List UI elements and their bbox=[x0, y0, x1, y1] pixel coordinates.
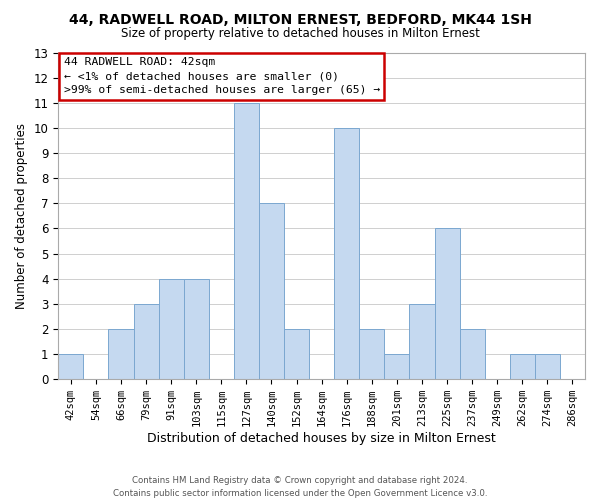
Bar bbox=[134, 304, 158, 379]
Bar bbox=[535, 354, 560, 379]
Bar bbox=[334, 128, 359, 379]
Bar bbox=[359, 329, 385, 379]
Text: 44 RADWELL ROAD: 42sqm
← <1% of detached houses are smaller (0)
>99% of semi-det: 44 RADWELL ROAD: 42sqm ← <1% of detached… bbox=[64, 58, 380, 96]
Bar bbox=[234, 103, 259, 379]
Bar bbox=[434, 228, 460, 379]
Text: Contains HM Land Registry data © Crown copyright and database right 2024.
Contai: Contains HM Land Registry data © Crown c… bbox=[113, 476, 487, 498]
Text: 44, RADWELL ROAD, MILTON ERNEST, BEDFORD, MK44 1SH: 44, RADWELL ROAD, MILTON ERNEST, BEDFORD… bbox=[68, 12, 532, 26]
X-axis label: Distribution of detached houses by size in Milton Ernest: Distribution of detached houses by size … bbox=[147, 432, 496, 445]
Text: Size of property relative to detached houses in Milton Ernest: Size of property relative to detached ho… bbox=[121, 28, 479, 40]
Bar bbox=[409, 304, 434, 379]
Bar bbox=[510, 354, 535, 379]
Bar bbox=[259, 204, 284, 379]
Bar bbox=[385, 354, 409, 379]
Y-axis label: Number of detached properties: Number of detached properties bbox=[15, 123, 28, 309]
Bar bbox=[460, 329, 485, 379]
Bar bbox=[58, 354, 83, 379]
Bar bbox=[184, 278, 209, 379]
Bar bbox=[284, 329, 309, 379]
Bar bbox=[158, 278, 184, 379]
Bar bbox=[109, 329, 134, 379]
